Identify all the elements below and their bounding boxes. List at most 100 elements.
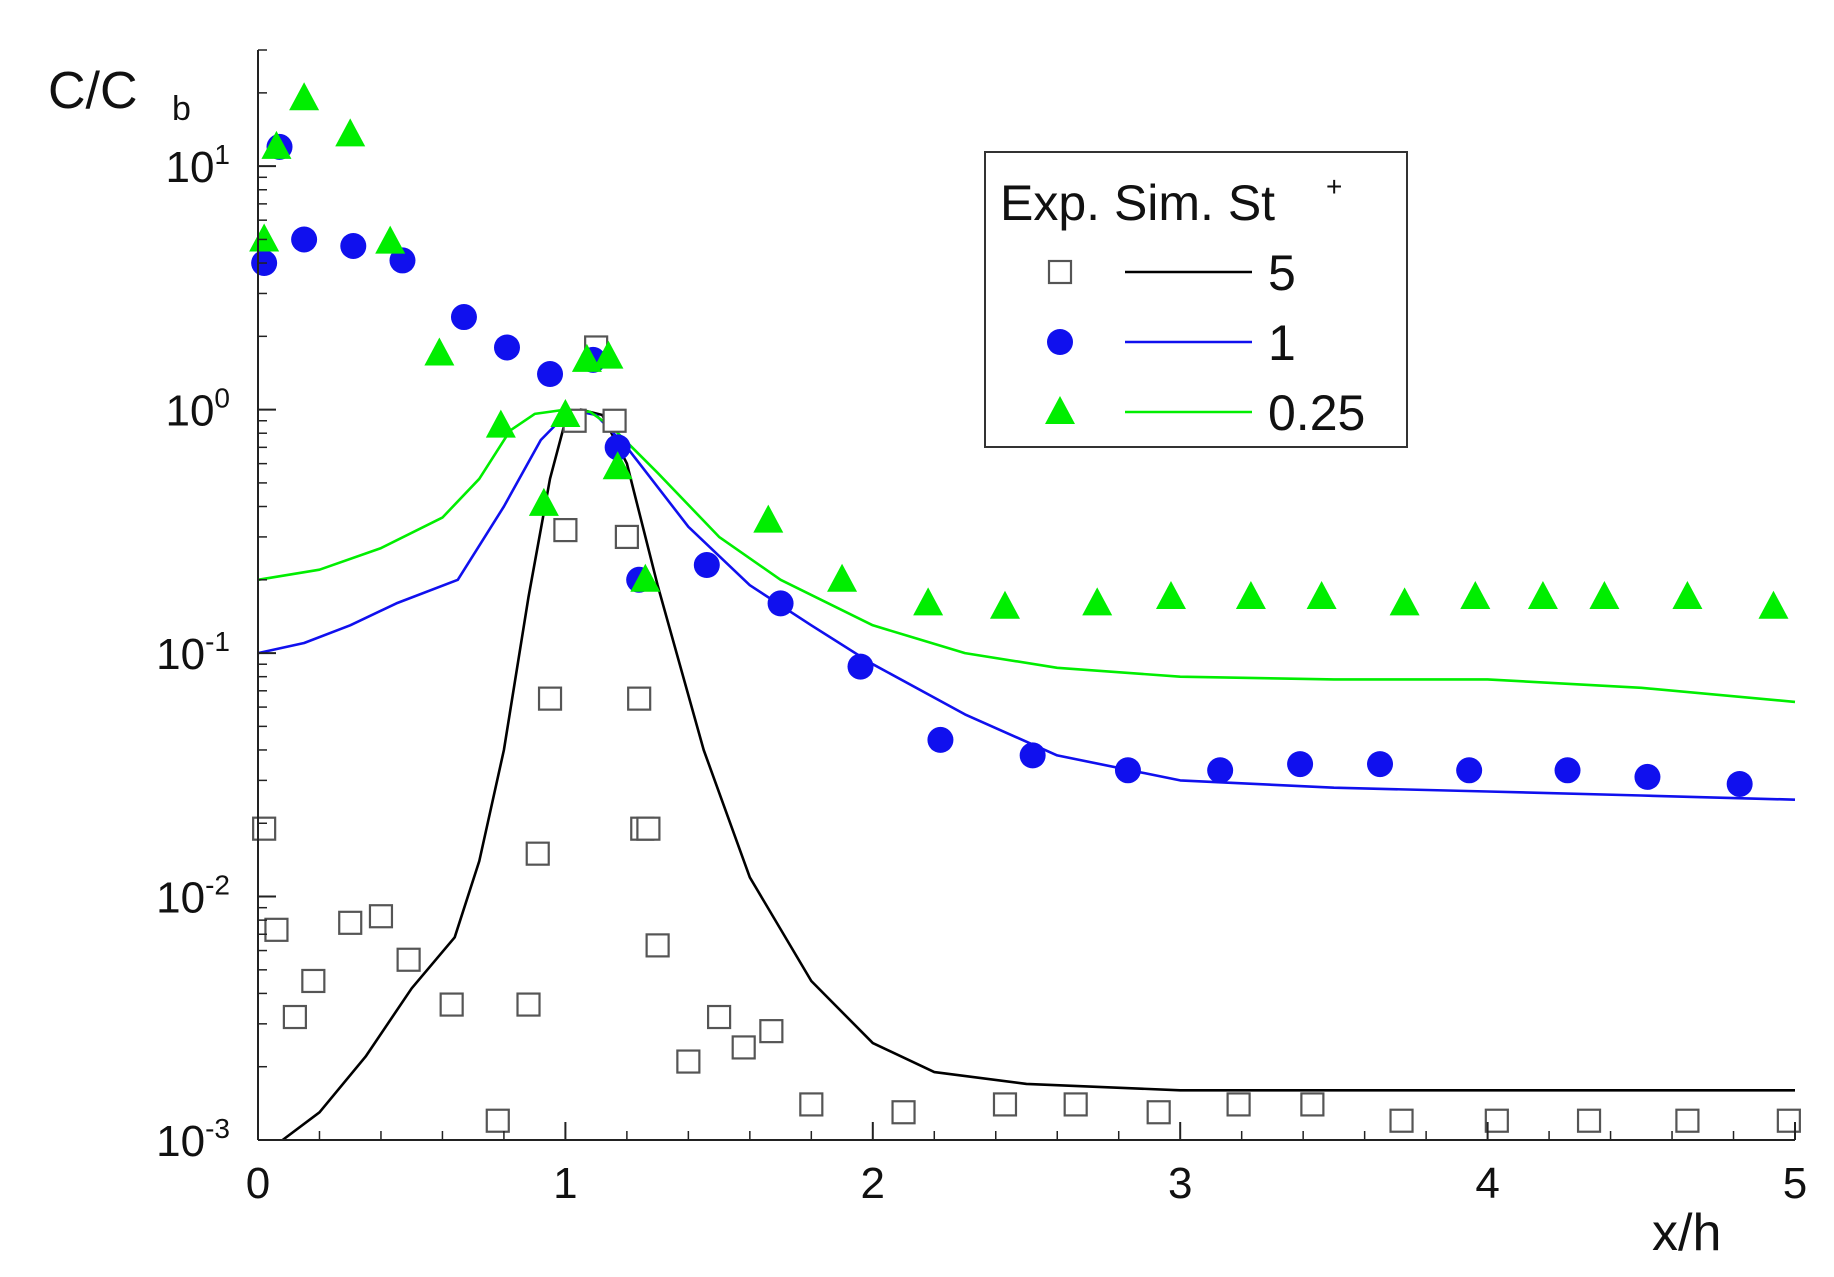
marker-st025	[1527, 580, 1558, 609]
marker-st1	[1554, 757, 1581, 784]
legend-header-sup: +	[1326, 171, 1342, 202]
marker-st1	[291, 226, 318, 253]
marker-st5	[1484, 1108, 1509, 1133]
marker-st5	[891, 1100, 916, 1125]
marker-st025	[593, 340, 624, 369]
marker-st5	[1776, 1108, 1801, 1133]
legend-marker-st1	[1047, 329, 1073, 355]
marker-st5	[553, 517, 578, 543]
marker-st5	[602, 408, 627, 433]
marker-st025	[1235, 580, 1266, 609]
x-tick-label: 4	[1475, 1159, 1499, 1208]
legend-label-st1: 1	[1268, 315, 1296, 371]
marker-st5	[627, 686, 652, 711]
marker-st5	[1300, 1092, 1325, 1117]
marker-st5	[368, 904, 394, 929]
marker-st5	[525, 841, 550, 866]
marker-st025	[1460, 580, 1491, 609]
marker-st1	[1634, 763, 1661, 790]
marker-st025	[335, 118, 366, 147]
marker-st5	[537, 686, 563, 711]
legend-box	[984, 151, 1408, 448]
marker-st1	[450, 304, 477, 331]
sim-line-st5	[281, 408, 1795, 1142]
marker-st5	[1146, 1100, 1171, 1125]
y-tick-label: 101	[165, 139, 230, 192]
marker-st025	[1082, 587, 1113, 616]
marker-st1	[847, 653, 874, 680]
marker-st025	[261, 130, 292, 159]
marker-st025	[630, 563, 661, 592]
marker-st025	[289, 82, 320, 111]
y-tick-label: 10-1	[156, 626, 230, 679]
marker-st1	[340, 232, 367, 259]
marker-st025	[1589, 580, 1620, 609]
marker-st025	[550, 399, 581, 428]
marker-st025	[249, 223, 280, 252]
legend-entries: 510.25	[1045, 245, 1365, 441]
marker-st5	[1576, 1108, 1602, 1133]
marker-st025	[485, 409, 516, 438]
y-axis-title: C/C b	[48, 62, 191, 128]
experiment-markers	[249, 82, 1801, 1133]
marker-st5	[338, 910, 363, 935]
legend-marker-st025	[1045, 396, 1075, 424]
marker-st025	[424, 337, 455, 366]
marker-st025	[1306, 580, 1337, 609]
marker-st5	[676, 1049, 701, 1074]
marker-st5	[264, 917, 289, 942]
sim-line-st1	[257, 410, 1796, 801]
marker-st5	[439, 992, 464, 1017]
marker-st5	[1063, 1092, 1088, 1117]
marker-st1	[1456, 757, 1483, 784]
marker-st5	[516, 992, 541, 1017]
marker-st025	[1672, 580, 1703, 609]
sim-line-st025	[257, 408, 1796, 704]
marker-st1	[537, 361, 564, 388]
marker-st025	[1758, 590, 1789, 619]
y-axis-title-sub: b	[172, 90, 191, 128]
legend-label-st5: 5	[1268, 245, 1296, 301]
marker-st5	[1675, 1108, 1700, 1133]
marker-st1	[767, 590, 794, 617]
marker-st025	[1389, 587, 1420, 616]
marker-st025	[913, 587, 944, 616]
marker-st1	[604, 434, 631, 461]
marker-st025	[989, 590, 1020, 619]
marker-st1	[1287, 751, 1314, 778]
marker-st1	[389, 247, 416, 274]
marker-st5	[731, 1035, 756, 1060]
marker-st5	[636, 816, 661, 841]
legend: Exp. Sim. St + 510.25	[984, 151, 1408, 448]
x-axis-title: x/h	[1652, 1204, 1721, 1262]
y-tick-label: 100	[165, 383, 230, 436]
legend-label-st025: 0.25	[1268, 385, 1365, 441]
marker-st025	[528, 487, 559, 516]
marker-st5	[485, 1108, 510, 1133]
legend-marker-st5	[1047, 259, 1073, 285]
legend-header: Exp. Sim. St	[1000, 175, 1275, 231]
x-tick-label: 5	[1783, 1159, 1807, 1208]
marker-st5	[252, 816, 277, 841]
marker-st1	[927, 726, 954, 753]
marker-st5	[759, 1019, 784, 1044]
axes: 0 1 2 3 4 5 101 100 10-1 10-2 10-3	[156, 49, 1807, 1208]
x-tick-label: 1	[553, 1159, 577, 1208]
marker-st5	[301, 968, 326, 994]
marker-st025	[602, 451, 633, 480]
simulation-lines	[257, 408, 1796, 1142]
y-axis-title-main: C/C	[48, 62, 138, 120]
marker-st1	[1114, 757, 1141, 784]
marker-st5	[614, 524, 639, 550]
y-tick-label: 10-3	[156, 1113, 230, 1166]
marker-st5	[1389, 1108, 1414, 1133]
marker-st025	[375, 225, 406, 254]
marker-st025	[571, 343, 602, 372]
marker-st5	[396, 947, 421, 972]
marker-st025	[753, 504, 784, 533]
marker-st1	[493, 334, 520, 361]
y-tick-label: 10-2	[156, 870, 230, 923]
x-tick-label: 3	[1168, 1159, 1192, 1208]
x-tick-label: 2	[861, 1159, 885, 1208]
